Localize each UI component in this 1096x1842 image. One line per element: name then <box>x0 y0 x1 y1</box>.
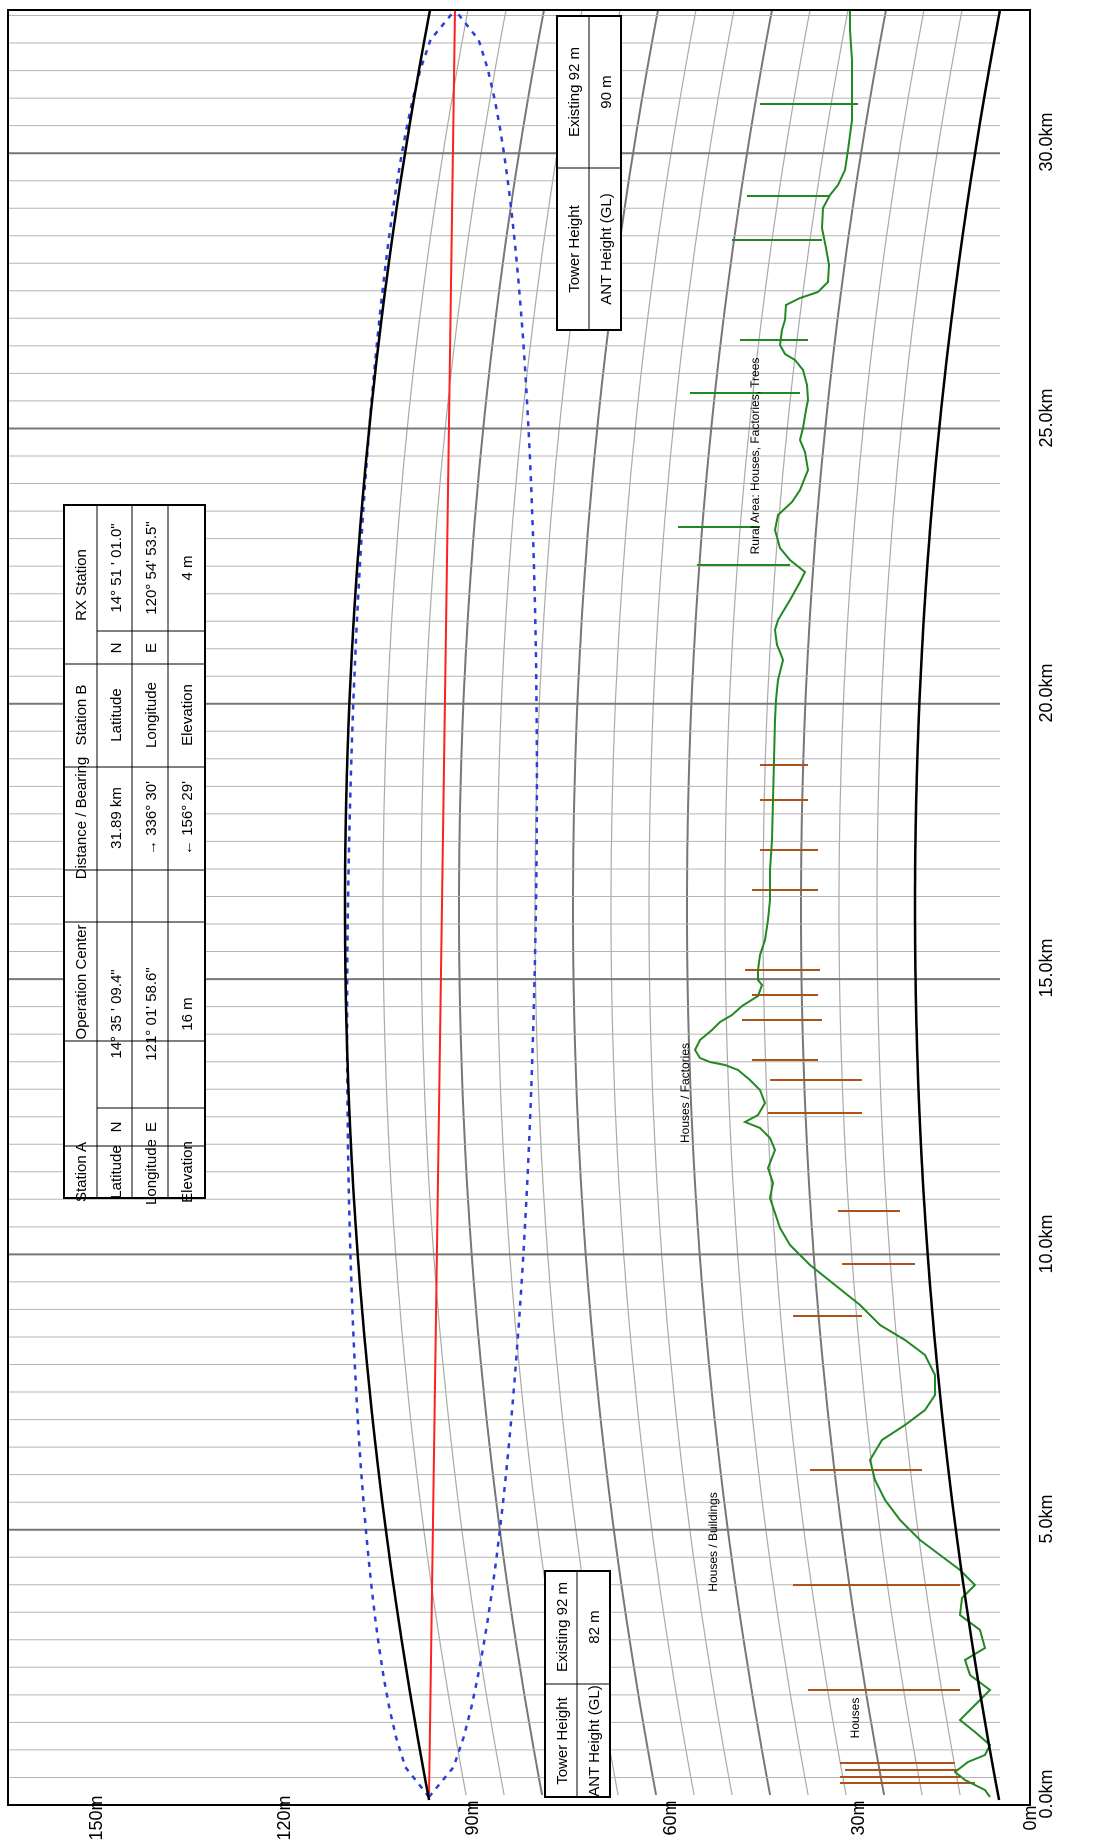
table-cell: 121° 01' 58.6" <box>143 967 160 1060</box>
distance-tick: 15.0km <box>1036 938 1056 997</box>
annotation-houses: Houses <box>848 1698 862 1739</box>
table-cell: N <box>108 643 125 654</box>
station-info-table: Station A Operation Center Distance / Be… <box>63 504 206 1205</box>
table-cell: → 336° 30' <box>143 781 160 855</box>
height-gridline <box>686 9 773 1796</box>
table-cell: Latitude <box>108 1145 125 1198</box>
table-cell: Elevation <box>179 684 196 746</box>
table-cell: Latitude <box>108 688 125 741</box>
table-cell: N <box>108 1122 125 1133</box>
height-gridline <box>420 9 507 1796</box>
fresnel-upper <box>345 9 456 1798</box>
fresnel-zone <box>345 9 539 1798</box>
height-axis: 0m 30m 60m 90m 120m 150m <box>86 1795 1040 1840</box>
ant-height-value: 90 m <box>598 75 615 108</box>
distance-tick: 30.0km <box>1036 112 1056 171</box>
los-line <box>428 9 456 1798</box>
table-cell: E <box>143 643 160 653</box>
table-cell: 31.89 km <box>108 787 125 849</box>
table-header-distance-bearing: Distance / Bearing <box>73 757 90 880</box>
distance-axis: 0.0km 5.0km 10.0km 15.0km 20.0km 25.0km … <box>1036 112 1056 1818</box>
distance-tick: 5.0km <box>1036 1494 1056 1543</box>
height-gridline <box>648 9 735 1796</box>
line-of-sight <box>428 9 456 1798</box>
table-header-rx-station: RX Station <box>73 549 90 621</box>
ant-height-label: ANT Height (GL) <box>586 1685 603 1796</box>
height-tick: 150m <box>86 1795 106 1840</box>
height-tick: 30m <box>848 1800 868 1835</box>
table-cell: 14° 51 ' 01.0" <box>108 523 125 612</box>
annotation-rural: Rural Area: Houses, Factories, Trees <box>748 358 762 555</box>
tower-height-value: Existing 92 m <box>566 47 583 137</box>
height-gridline <box>458 9 545 1796</box>
tower-height-value: Existing 92 m <box>554 1582 571 1672</box>
earth-curve <box>913 9 1002 1801</box>
table-header-operation-center: Operation Center <box>73 924 90 1039</box>
table-cell: Elevation <box>179 1141 196 1203</box>
height-tick: 0m <box>1020 1805 1040 1830</box>
ant-height-value: 82 m <box>586 1610 603 1643</box>
tower-height-label: Tower Height <box>566 204 583 292</box>
ant-height-label: ANT Height (GL) <box>598 193 615 304</box>
table-cell: 4 m <box>179 555 196 580</box>
table-cell: Longitude <box>143 1139 160 1205</box>
terrain-layer <box>693 10 992 1798</box>
tower-info-station-b: Tower Height Existing 92 m ANT Height (G… <box>556 15 622 331</box>
terrain-profile <box>693 10 992 1798</box>
table-cell: 120° 54' 53.5" <box>143 521 160 614</box>
table-cell: ← 156° 29' <box>179 781 196 855</box>
table-cell: Longitude <box>143 682 160 748</box>
height-gridline <box>610 9 697 1796</box>
distance-tick: 20.0km <box>1036 663 1056 722</box>
fresnel-lower <box>428 9 539 1798</box>
annotations: Houses Houses / Buildings Houses / Facto… <box>678 358 862 1739</box>
height-gridline <box>382 9 469 1796</box>
height-gridline <box>876 9 963 1796</box>
height-tick: 60m <box>660 1800 680 1835</box>
table-header-station-b: Station B <box>73 685 90 746</box>
height-gridline <box>724 9 811 1796</box>
tower-info-station-a: Tower Height Existing 92 m ANT Height (G… <box>544 1570 611 1798</box>
obstruction-layer <box>678 103 975 1784</box>
table-cell: 16 m <box>179 997 196 1030</box>
distance-tick: 0.0km <box>1036 1769 1056 1818</box>
frame-border <box>7 9 1031 1806</box>
annotation-houses-buildings: Houses / Buildings <box>706 1492 720 1591</box>
tower-height-label: Tower Height <box>554 1696 571 1784</box>
annotation-houses-factories: Houses / Factories <box>678 1043 692 1143</box>
earth-curve <box>343 9 432 1801</box>
height-gridline <box>800 9 887 1796</box>
table-header-station-a: Station A <box>73 1142 90 1202</box>
table-cell: 14° 35 ' 09.4" <box>108 969 125 1058</box>
height-tick: 90m <box>462 1800 482 1835</box>
table-cell: E <box>143 1122 160 1132</box>
distance-tick: 25.0km <box>1036 388 1056 447</box>
height-gridline <box>762 9 849 1796</box>
distance-tick: 10.0km <box>1036 1214 1056 1273</box>
height-tick: 120m <box>274 1795 294 1840</box>
plot-frame <box>7 9 1031 1806</box>
height-gridline <box>496 9 583 1796</box>
height-gridline <box>838 9 925 1796</box>
